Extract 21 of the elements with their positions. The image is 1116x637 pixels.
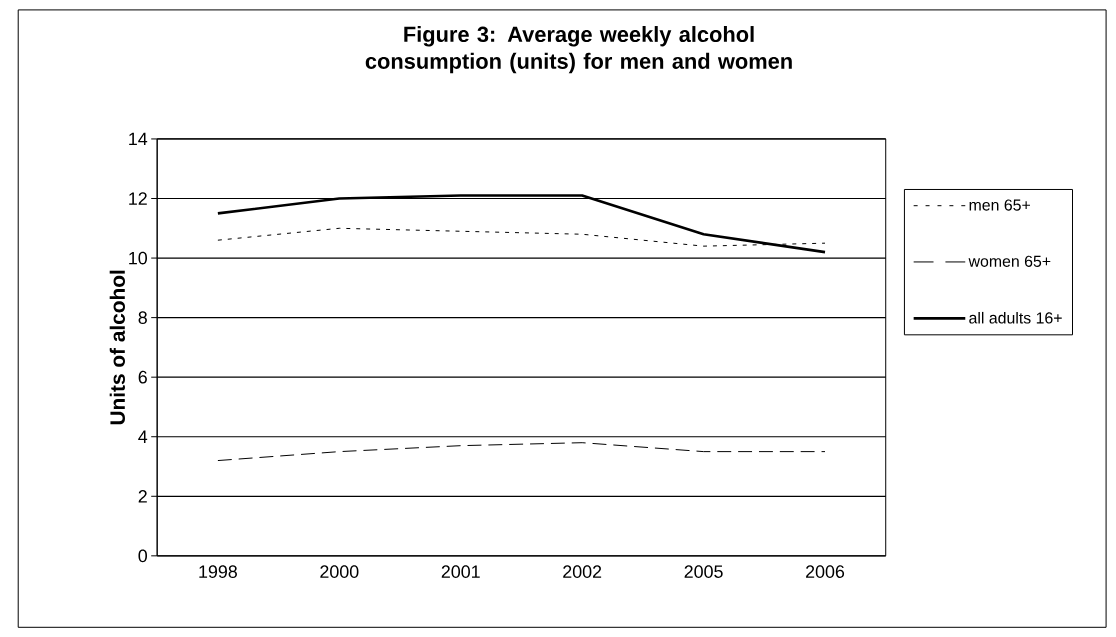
x-tick-label: 2000 [320, 565, 359, 578]
y-tick-label: 8 [138, 311, 147, 324]
chart-title: Figure 3: Average weekly alcohol consumption (units) for men and women [365, 25, 792, 74]
x-tick-label: 2005 [684, 565, 723, 578]
y-tick-label: 14 [129, 132, 148, 145]
legend-label: women 65+ [968, 255, 1051, 267]
legend-label: men 65+ [969, 199, 1030, 211]
y-tick-label: 12 [129, 192, 147, 205]
y-tick-label: 6 [138, 370, 147, 384]
x-tick-label: 2001 [441, 565, 480, 578]
x-tick-label: 2002 [563, 565, 602, 578]
y-tick-label: 2 [138, 489, 147, 503]
x-tick-label: 2006 [806, 565, 845, 578]
legend-label: all adults 16+ [969, 311, 1062, 324]
y-tick-label: 0 [138, 549, 148, 563]
line-series [216, 194, 827, 254]
y-axis-title: Units of alcohol [109, 270, 125, 425]
x-tick-label: 1998 [199, 565, 237, 578]
y-tick-label: 4 [138, 430, 148, 443]
y-tick-label: 10 [129, 251, 148, 265]
line-series [217, 442, 826, 461]
